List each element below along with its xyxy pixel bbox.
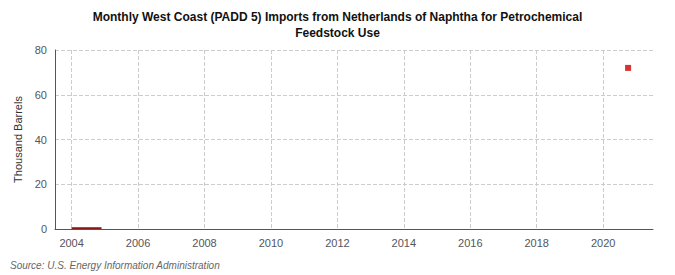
svg-text:80: 80 (35, 44, 47, 56)
svg-text:2018: 2018 (524, 237, 548, 249)
svg-text:Feedstock Use: Feedstock Use (295, 26, 380, 40)
svg-text:Source: U.S. Energy Informatio: Source: U.S. Energy Information Administ… (10, 260, 220, 271)
svg-text:2014: 2014 (392, 237, 416, 249)
svg-text:2004: 2004 (59, 237, 83, 249)
svg-text:0: 0 (41, 223, 47, 235)
svg-text:40: 40 (35, 134, 47, 146)
svg-text:Thousand Barrels: Thousand Barrels (12, 96, 24, 183)
svg-text:2016: 2016 (458, 237, 482, 249)
svg-text:60: 60 (35, 89, 47, 101)
svg-text:2008: 2008 (192, 237, 216, 249)
svg-text:2006: 2006 (126, 237, 150, 249)
svg-text:2012: 2012 (325, 237, 349, 249)
svg-text:2020: 2020 (591, 237, 615, 249)
svg-text:Monthly West Coast (PADD 5) Im: Monthly West Coast (PADD 5) Imports from… (93, 10, 583, 24)
svg-text:20: 20 (35, 178, 47, 190)
svg-text:2010: 2010 (259, 237, 283, 249)
